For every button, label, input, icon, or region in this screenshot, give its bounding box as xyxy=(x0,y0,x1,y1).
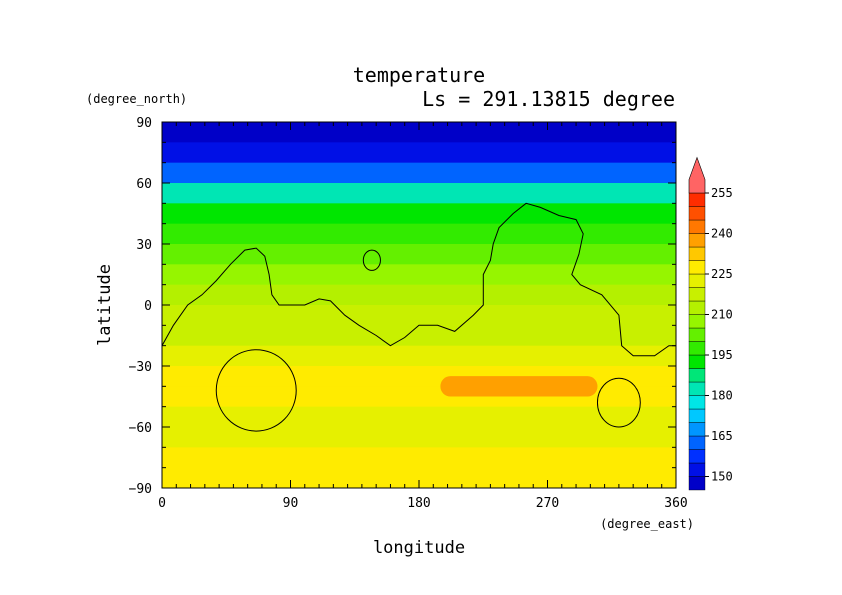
temperature-band xyxy=(162,183,676,204)
colorbar-segment xyxy=(688,314,706,329)
temperature-band xyxy=(162,284,676,306)
colorbar-segment xyxy=(688,368,706,383)
temperature-band xyxy=(162,223,676,245)
y-tick-label: −30 xyxy=(129,360,152,375)
temperature-field xyxy=(162,122,676,488)
temperature-band xyxy=(162,345,676,367)
temperature-band xyxy=(162,244,676,265)
colorbar-segment xyxy=(688,273,706,288)
colorbar-label: 240 xyxy=(711,227,733,241)
temperature-band xyxy=(162,162,676,184)
topography-contour-line xyxy=(162,202,676,357)
x-tick-label: 0 xyxy=(158,496,166,511)
colorbar: 150 165 180 195 210 225 240 255 xyxy=(688,156,733,491)
closed-contour xyxy=(215,349,297,432)
colorbar-segment xyxy=(688,219,706,234)
colorbar-segment xyxy=(688,233,706,248)
x-tick-label: 270 xyxy=(536,496,559,511)
colorbar-segment xyxy=(688,192,706,207)
x-tick-label: 90 xyxy=(283,496,299,511)
colorbar-label: 195 xyxy=(711,348,733,362)
colorbar-segment xyxy=(688,449,706,464)
temperature-band xyxy=(162,305,676,326)
temperature-band xyxy=(162,203,676,225)
temperature-band xyxy=(162,447,676,469)
colorbar-label: 150 xyxy=(711,470,733,484)
colorbar-label: 165 xyxy=(711,429,733,443)
axis-ticks: 0 90 180 270 360 90 60 30 0 −30 −60 −90 xyxy=(129,116,688,511)
colorbar-segment xyxy=(688,381,706,396)
colorbar-segment xyxy=(688,395,706,410)
y-tick-label: 60 xyxy=(136,177,152,192)
colorbar-segment xyxy=(688,422,706,437)
temperature-band xyxy=(162,386,676,408)
temperature-band xyxy=(162,264,676,286)
temperature-band xyxy=(162,142,676,164)
y-tick-label: 30 xyxy=(136,238,152,253)
colorbar-segment xyxy=(688,327,706,342)
colorbar-segment xyxy=(688,246,706,261)
colorbar-label: 180 xyxy=(711,389,733,403)
colorbar-segment xyxy=(688,462,706,477)
y-tick-label: −60 xyxy=(129,421,152,436)
colorbar-segment xyxy=(688,287,706,302)
colorbar-segment xyxy=(688,476,706,491)
x-axis-unit: (degree_east) xyxy=(600,517,694,531)
colorbar-segment xyxy=(688,206,706,221)
chart-subtitle: Ls = 291.13815 degree xyxy=(422,87,675,111)
colorbar-segment xyxy=(688,435,706,450)
x-axis-title: longitude xyxy=(373,538,465,558)
colorbar-label: 225 xyxy=(711,267,733,281)
temperature-band xyxy=(162,366,676,387)
y-axis-unit: (degree_north) xyxy=(86,92,187,106)
colorbar-extend-max xyxy=(688,156,706,194)
colorbar-segment xyxy=(688,341,706,356)
y-tick-label: 0 xyxy=(144,299,152,314)
temperature-band xyxy=(162,406,676,428)
colorbar-segment xyxy=(688,260,706,275)
colorbar-label: 210 xyxy=(711,308,733,322)
colorbar-segment xyxy=(688,408,706,423)
y-tick-label: −90 xyxy=(129,482,152,497)
colorbar-label: 255 xyxy=(711,186,733,200)
y-tick-label: 90 xyxy=(136,116,152,131)
colorbar-segment xyxy=(688,354,706,369)
x-tick-label: 180 xyxy=(407,496,430,511)
x-tick-label: 360 xyxy=(664,496,687,511)
y-axis-title: latitude xyxy=(95,264,115,346)
topography-contours xyxy=(162,202,676,432)
closed-contour xyxy=(596,377,641,428)
temperature-band xyxy=(162,325,676,347)
temperature-band xyxy=(162,427,676,448)
closed-contour xyxy=(362,249,381,271)
chart-title: temperature xyxy=(353,63,485,87)
colorbar-segment xyxy=(688,300,706,315)
warm-anomaly-region xyxy=(440,376,598,397)
